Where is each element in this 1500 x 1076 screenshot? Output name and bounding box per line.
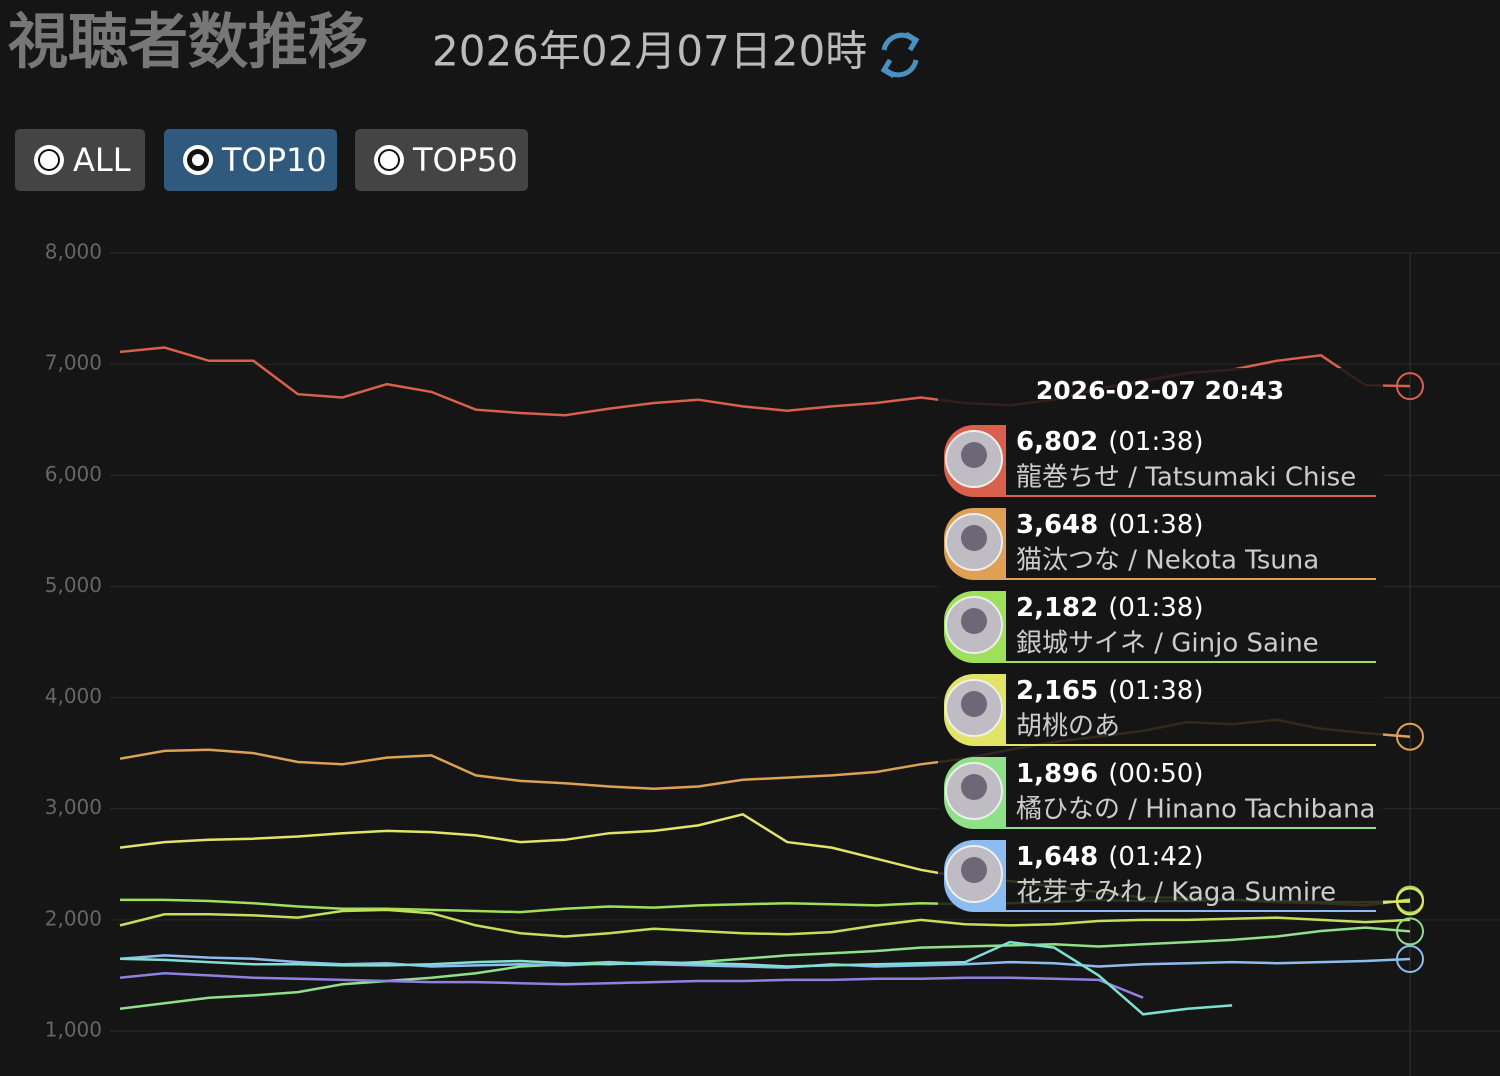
tooltip-item: 2,182 (01:38) 銀城サイネ / Ginjo Saine [944,591,1376,663]
duration: (01:38) [1108,676,1203,706]
y-tick-label: 8,000 [45,240,102,264]
hover-marker [1396,722,1424,751]
y-tick-label: 3,000 [45,795,102,819]
tooltip-value: 6,802 (01:38) [1016,427,1203,457]
streamer-name: 猫汰つな / Nekota Tsuna [1016,546,1319,576]
button-label: ALL [73,141,131,179]
streamer-name: 銀城サイネ / Ginjo Saine [1016,629,1319,659]
y-tick-label: 5,000 [45,573,102,597]
tooltip-bg [938,368,1383,913]
date: 2026年02月07日20時 [432,27,867,76]
hover-marker [1396,944,1424,973]
filter-button[interactable]: TOP50 [355,129,528,191]
radio [380,151,398,169]
hover-marker [1396,372,1424,401]
duration: (01:38) [1108,427,1203,457]
button-bg [355,129,528,191]
button-label: TOP10 [221,141,327,179]
streamer-name: 龍巻ちせ / Tatsumaki Chise [1016,463,1356,493]
y-tick-label: 2,000 [45,906,102,930]
duration: (00:50) [1108,759,1203,789]
avatar [961,774,987,800]
tooltip-item: 6,802 (01:38) 龍巻ちせ / Tatsumaki Chise [944,425,1376,497]
radio [40,151,58,169]
duration: (01:42) [1108,842,1203,872]
tooltip-item: 3,648 (01:38) 猫汰つな / Nekota Tsuna [944,508,1376,580]
viewer-count: 2,182 [1016,593,1098,623]
y-tick-label: 7,000 [45,351,102,375]
tooltip-value: 3,648 (01:38) [1016,510,1203,540]
hover-marker [1396,917,1424,946]
viewer-count: 1,896 [1016,759,1098,789]
avatar [961,691,987,717]
duration: (01:38) [1108,510,1203,540]
button-label: TOP50 [412,141,518,179]
tooltip-value: 1,896 (00:50) [1016,759,1203,789]
series-line [119,954,1411,969]
series-line [119,971,1144,999]
hover-marker [1396,887,1424,916]
y-tick-label: 4,000 [45,684,102,708]
tooltip-item: 2,165 (01:38) 胡桃のあ [944,674,1376,746]
refresh-icon[interactable] [880,31,920,79]
tooltip-value: 2,165 (01:38) [1016,676,1203,706]
avatar [961,525,987,551]
filter-button[interactable]: TOP10 [164,129,337,191]
viewer-count: 1,648 [1016,842,1098,872]
avatar [961,857,987,883]
radio [192,154,204,166]
series-line [119,908,1411,938]
viewer-count: 3,648 [1016,510,1098,540]
tooltip-value: 1,648 (01:42) [1016,842,1203,872]
page-title: 視聴者数推移 [8,8,368,78]
duration: (01:38) [1108,593,1203,623]
viewer-count: 6,802 [1016,427,1098,457]
series-line [119,940,1233,1016]
tooltip-value: 2,182 (01:38) [1016,593,1203,623]
button-bg [164,129,337,191]
avatar [961,442,987,468]
streamer-name: 花芽すみれ / Kaga Sumire [1016,878,1336,908]
button-bg [15,129,145,191]
tooltip-title: 2026-02-07 20:43 [1036,376,1284,405]
tooltip-item: 1,648 (01:42) 花芽すみれ / Kaga Sumire [944,840,1376,912]
streamer-name: 橘ひなの / Hinano Tachibana [1016,795,1375,825]
viewer-count: 2,165 [1016,676,1098,706]
series-line [119,926,1411,1011]
y-tick-label: 1,000 [45,1018,102,1042]
filter-button[interactable]: ALL [15,129,145,191]
y-tick-label: 6,000 [45,462,102,486]
streamer-name: 胡桃のあ [1016,712,1120,742]
tooltip-item: 1,896 (00:50) 橘ひなの / Hinano Tachibana [944,757,1376,829]
avatar [961,608,987,634]
